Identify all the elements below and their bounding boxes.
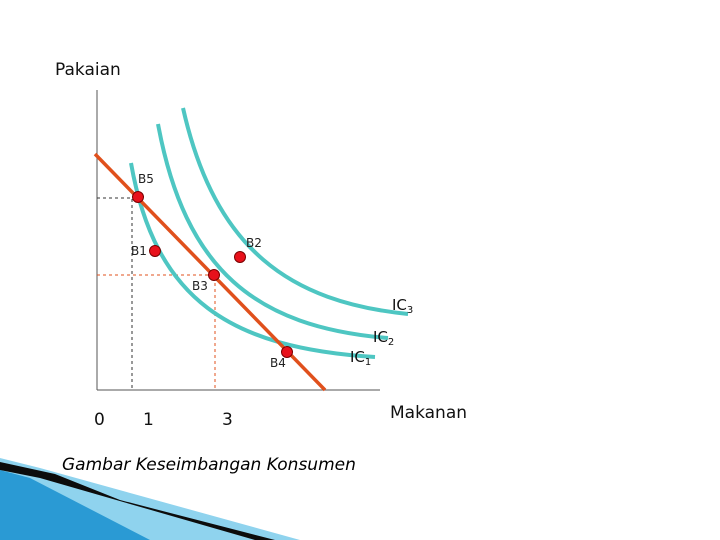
label-b4: B4 <box>270 356 286 370</box>
corner-decoration-blue <box>0 470 150 540</box>
label-ic2: IC2 <box>373 328 395 348</box>
x-tick-3: 3 <box>222 410 233 430</box>
point-b4 <box>281 346 293 358</box>
x-tick-0: 0 <box>94 410 105 430</box>
figure-caption: Gambar Keseimbangan Konsumen <box>62 455 356 475</box>
indifference-curve-ic3 <box>181 107 409 316</box>
y-axis-label: Pakaian <box>55 60 121 80</box>
point-b1 <box>149 245 161 257</box>
guide-b3 <box>97 274 216 390</box>
x-tick-1: 1 <box>143 410 154 430</box>
label-b3: B3 <box>192 279 208 293</box>
label-b1: B1 <box>131 244 147 258</box>
guide-b5 <box>97 197 133 390</box>
corner-decoration-dark <box>0 462 275 540</box>
indifference-curve-ic2 <box>156 123 389 340</box>
point-b5 <box>132 191 144 203</box>
point-b3 <box>208 269 220 281</box>
label-b2: B2 <box>246 236 262 250</box>
indifference-curve-ic1 <box>129 162 376 359</box>
label-ic1: IC1 <box>350 348 372 368</box>
label-b5: B5 <box>138 172 154 186</box>
label-ic3: IC3 <box>392 296 414 316</box>
point-b2 <box>234 251 246 263</box>
x-axis-label: Makanan <box>390 403 468 423</box>
